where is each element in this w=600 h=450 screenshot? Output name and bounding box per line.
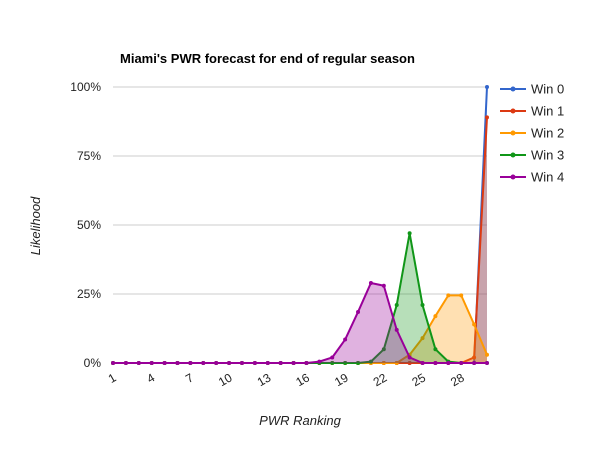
x-tick-label: 25 <box>409 370 428 389</box>
legend-label: Win 3 <box>531 148 564 163</box>
legend-swatch-point <box>510 152 516 158</box>
legend-label: Win 1 <box>531 104 564 119</box>
data-point <box>330 355 335 360</box>
data-point <box>136 361 141 365</box>
legend-swatch-point <box>510 174 516 180</box>
x-tick-label: 1 <box>106 370 119 386</box>
legend-label: Win 4 <box>531 170 564 185</box>
data-point <box>239 361 244 365</box>
data-point <box>485 361 489 365</box>
legend-item[interactable]: Win 2 <box>500 126 564 141</box>
data-point <box>420 303 425 308</box>
data-point <box>368 280 373 285</box>
legend-label: Win 2 <box>531 126 564 141</box>
data-point <box>381 347 386 352</box>
series-win-3 <box>111 231 489 365</box>
series-line <box>113 281 487 364</box>
data-point <box>433 347 438 352</box>
data-point <box>175 361 180 365</box>
y-tick-label: 100% <box>70 80 101 94</box>
legend-swatch-point <box>510 86 516 92</box>
x-axis-title: PWR Ranking <box>259 413 341 428</box>
y-tick-label: 75% <box>77 149 101 163</box>
data-point <box>291 361 296 365</box>
y-axis-ticks: 0% 25% 50% 75% 100% <box>70 80 101 370</box>
data-point <box>381 361 386 365</box>
series-layer <box>111 85 489 365</box>
y-axis-title: Likelihood <box>28 196 43 255</box>
y-tick-label: 25% <box>77 287 101 301</box>
data-point <box>343 361 348 365</box>
data-point <box>433 361 438 365</box>
data-point <box>214 361 219 365</box>
series-area <box>113 295 487 363</box>
x-tick-label: 13 <box>255 370 274 389</box>
data-point <box>368 359 373 364</box>
y-tick-label: 50% <box>77 218 101 232</box>
data-point <box>407 231 412 236</box>
legend-item[interactable]: Win 3 <box>500 148 564 163</box>
data-point <box>304 361 309 365</box>
data-point <box>149 361 154 365</box>
data-point <box>111 361 115 365</box>
data-point <box>446 293 451 298</box>
data-point <box>381 283 386 288</box>
data-point <box>227 361 232 365</box>
data-point <box>472 361 477 365</box>
x-tick-label: 7 <box>183 370 196 386</box>
data-point <box>407 355 412 360</box>
data-point <box>472 322 477 327</box>
data-point <box>485 85 489 89</box>
series-area <box>113 282 487 363</box>
data-point <box>343 337 348 342</box>
data-point <box>485 352 489 357</box>
data-point <box>420 361 425 365</box>
data-point <box>459 293 464 298</box>
data-point <box>123 361 128 365</box>
data-point <box>330 361 335 365</box>
legend-item[interactable]: Win 4 <box>500 170 564 185</box>
data-point <box>162 361 167 365</box>
data-point <box>201 361 206 365</box>
data-point <box>446 361 451 365</box>
legend-swatch-point <box>510 130 516 136</box>
data-point <box>420 336 425 341</box>
x-tick-label: 4 <box>144 370 157 386</box>
y-tick-label: 0% <box>84 356 102 370</box>
data-point <box>356 361 361 365</box>
grid-lines <box>113 86 487 364</box>
data-point <box>265 361 270 365</box>
data-point <box>317 359 322 364</box>
data-point <box>356 309 361 314</box>
series-area <box>113 233 487 363</box>
x-tick-label: 28 <box>448 370 467 389</box>
data-point <box>394 361 399 365</box>
legend-label: Win 0 <box>531 82 564 97</box>
data-point <box>485 115 489 120</box>
chart-title: Miami's PWR forecast for end of regular … <box>120 51 415 66</box>
legend-swatch-point <box>510 108 516 114</box>
data-point <box>278 361 283 365</box>
x-tick-label: 10 <box>216 370 235 389</box>
legend-item[interactable]: Win 0 <box>500 82 564 97</box>
data-point <box>459 361 464 365</box>
data-point <box>188 361 193 365</box>
data-point <box>394 303 399 308</box>
x-tick-label: 16 <box>293 370 312 389</box>
data-point <box>407 361 412 365</box>
data-point <box>472 355 477 360</box>
data-point <box>252 361 257 365</box>
x-tick-label: 19 <box>332 370 351 389</box>
legend-item[interactable]: Win 1 <box>500 104 564 119</box>
x-axis-ticks: 1 4 7 10 13 16 19 22 25 28 <box>106 370 467 389</box>
data-point <box>433 314 438 319</box>
data-point <box>394 327 399 332</box>
series-win-4 <box>111 280 489 365</box>
x-tick-label: 22 <box>371 370 390 389</box>
legend[interactable]: Win 0 Win 1 Win 2 Win 3 Win 4 <box>500 82 564 185</box>
